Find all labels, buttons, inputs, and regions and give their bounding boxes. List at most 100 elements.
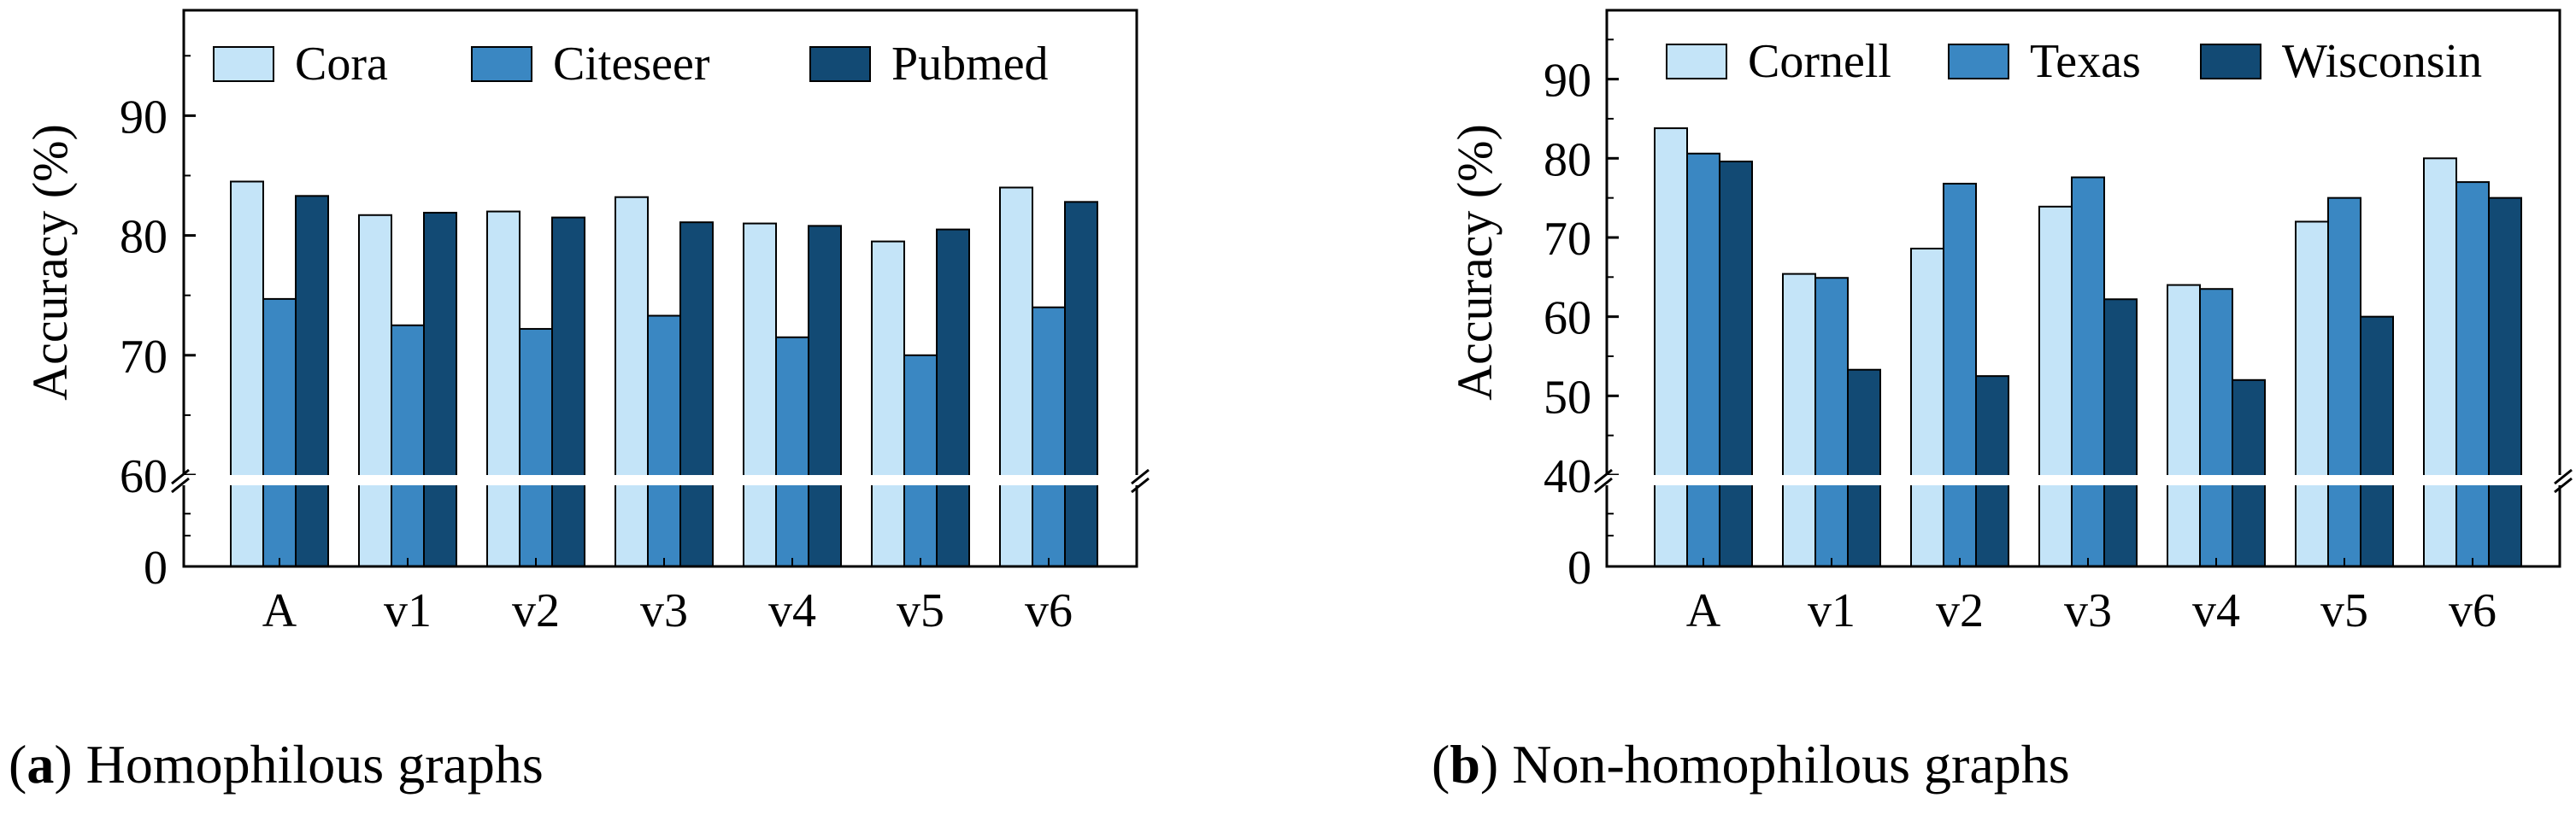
- x-tick-label: A: [1686, 584, 1721, 637]
- bar-citeseer-A: [262, 297, 297, 567]
- bar-cornell-v3: [2038, 205, 2073, 568]
- bar-citeseer-v6: [1032, 306, 1066, 567]
- bar-texas-v3: [2071, 176, 2105, 568]
- y-axis-label: Accuracy (%): [1447, 124, 1503, 401]
- axis-break-mark: [1594, 468, 1613, 485]
- axis-break-gap: [1590, 475, 2576, 485]
- bar-pubmed-v3: [679, 221, 714, 567]
- bar-cora-v1: [358, 214, 392, 568]
- legend-label-cora: Cora: [295, 38, 388, 91]
- y-tick-label: 70: [1544, 213, 1591, 266]
- bar-texas-v6: [2455, 181, 2490, 567]
- chart-b: 90 80 70 60 50 40 0 A v1 v2 v3 v4 v5 v6 Accuracy (%) Co…: [1447, 9, 2576, 637]
- legend-label-citeseer: Citeseer: [553, 38, 710, 91]
- bar-cornell-v4: [2167, 284, 2201, 567]
- bar-cora-v6: [999, 186, 1033, 567]
- chart-a: 90 80 70 60 0 A v1 v2 v3 v4 v5 v6 Accuracy (%) Cora Ci…: [22, 9, 1154, 637]
- axis-break-gap: [167, 475, 1154, 485]
- legend-swatch-cora: [213, 46, 274, 82]
- legend-label-pubmed: Pubmed: [891, 38, 1049, 91]
- legend-swatch-pubmed: [809, 46, 871, 82]
- legend-swatch-texas: [1948, 44, 2009, 79]
- caption-b-letter: b: [1450, 734, 1480, 795]
- legend-swatch-wisconsin: [2200, 44, 2261, 79]
- y-tick-label: 90: [120, 91, 168, 144]
- bar-pubmed-v6: [1064, 201, 1098, 567]
- x-tick-label: v2: [1936, 584, 1984, 637]
- axis-break-mark: [171, 468, 190, 485]
- bar-wisconsin-v6: [2488, 197, 2522, 567]
- bar-wisconsin-v3: [2103, 298, 2138, 567]
- y-tick-label: 80: [1544, 133, 1591, 186]
- x-tick-label: v4: [768, 584, 816, 637]
- axis-break-mark: [1131, 468, 1150, 485]
- bar-wisconsin-A: [1719, 161, 1753, 567]
- bar-pubmed-v2: [551, 216, 585, 567]
- y-tick-label: 60: [1544, 292, 1591, 345]
- bar-wisconsin-v5: [2360, 315, 2394, 567]
- y-axis-label: Accuracy (%): [22, 124, 78, 401]
- x-tick-label: v3: [640, 584, 688, 637]
- bar-texas-v2: [1943, 182, 1977, 568]
- x-tick-label: v6: [1025, 584, 1073, 637]
- legend-label-cornell: Cornell: [1748, 35, 1891, 88]
- x-tick-label: v5: [897, 584, 944, 637]
- x-tick-label: v1: [1808, 584, 1856, 637]
- x-tick-label: v5: [2320, 584, 2368, 637]
- axis-break-mark: [2554, 468, 2573, 485]
- bar-citeseer-v2: [519, 327, 553, 567]
- axis-break-mark: [171, 477, 190, 494]
- y-tick-label: 90: [1544, 55, 1591, 108]
- bar-cornell-v5: [2295, 220, 2329, 567]
- caption-b-text: Non-homophilous graphs: [1512, 734, 2070, 795]
- x-tick-label: v2: [512, 584, 560, 637]
- y-tick-label: 70: [120, 331, 168, 384]
- x-tick-label: v3: [2064, 584, 2112, 637]
- bar-cora-v4: [743, 222, 777, 567]
- plot-frame: [182, 9, 1138, 568]
- bar-wisconsin-v4: [2232, 378, 2266, 567]
- bar-cora-v2: [486, 210, 520, 567]
- bar-citeseer-v5: [903, 354, 938, 568]
- caption-b: (b) Non-homophilous graphs: [1432, 734, 2070, 795]
- y-tick-label-zero: 0: [144, 542, 168, 595]
- bar-cora-A: [230, 180, 264, 567]
- x-tick-label: v1: [384, 584, 432, 637]
- x-tick-label: v6: [2449, 584, 2497, 637]
- bar-texas-v1: [1814, 277, 1849, 567]
- bar-texas-v4: [2199, 288, 2233, 567]
- bar-texas-v5: [2327, 197, 2361, 567]
- bar-pubmed-v4: [808, 225, 842, 567]
- caption-a-letter: a: [26, 734, 55, 795]
- bar-pubmed-v1: [423, 211, 457, 567]
- bar-cornell-A: [1654, 127, 1688, 567]
- bar-citeseer-v1: [391, 324, 425, 567]
- bar-citeseer-v4: [775, 336, 809, 567]
- axis-break-mark: [1594, 477, 1613, 494]
- legend-swatch-citeseer: [471, 46, 532, 82]
- legend-label-texas: Texas: [2030, 35, 2141, 88]
- y-tick-label-zero: 0: [1567, 542, 1591, 595]
- bar-pubmed-A: [295, 195, 329, 567]
- caption-a: (a) Homophilous graphs: [9, 734, 544, 795]
- bar-cora-v5: [871, 240, 905, 567]
- plot-frame: [1605, 9, 2561, 568]
- y-tick-label: 40: [1544, 450, 1591, 503]
- bar-wisconsin-v2: [1975, 375, 2009, 568]
- caption-a-text: Homophilous graphs: [85, 734, 544, 795]
- bar-cornell-v2: [1910, 247, 1944, 567]
- bar-texas-A: [1686, 152, 1720, 567]
- y-tick-label: 60: [120, 450, 168, 503]
- bar-cornell-v6: [2423, 157, 2457, 567]
- legend-label-wisconsin: Wisconsin: [2282, 35, 2482, 88]
- legend-swatch-cornell: [1666, 44, 1727, 79]
- y-tick-label: 80: [120, 211, 168, 264]
- bar-cora-v3: [615, 196, 649, 567]
- axis-break-mark: [2554, 477, 2573, 494]
- bar-pubmed-v5: [936, 228, 970, 567]
- y-tick-label: 50: [1544, 371, 1591, 424]
- axis-break-mark: [1131, 477, 1150, 494]
- bar-wisconsin-v1: [1847, 368, 1881, 567]
- x-tick-label: v4: [2192, 584, 2240, 637]
